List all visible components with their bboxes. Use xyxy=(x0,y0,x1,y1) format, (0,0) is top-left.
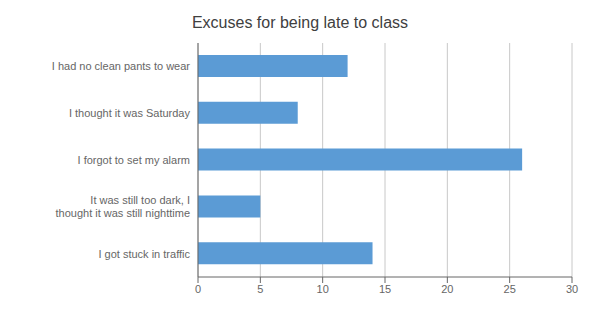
svg-text:30: 30 xyxy=(566,283,578,295)
svg-text:5: 5 xyxy=(257,283,263,295)
svg-text:25: 25 xyxy=(504,283,516,295)
svg-text:I got stuck in traffic: I got stuck in traffic xyxy=(98,248,190,260)
svg-text:10: 10 xyxy=(317,283,329,295)
svg-text:I forgot to set my alarm: I forgot to set my alarm xyxy=(78,154,190,166)
svg-text:It was still too dark, Ithough: It was still too dark, Ithought it was s… xyxy=(55,194,190,219)
svg-text:I thought it was Saturday: I thought it was Saturday xyxy=(69,107,191,119)
html-text:Excuses for being late to clas: Excuses for being late to class xyxy=(191,14,408,31)
svg-text:I had no clean pants to wear: I had no clean pants to wear xyxy=(52,60,191,72)
svg-text:0: 0 xyxy=(195,283,201,295)
svg-text:20: 20 xyxy=(441,283,453,295)
svg-text:15: 15 xyxy=(379,283,391,295)
